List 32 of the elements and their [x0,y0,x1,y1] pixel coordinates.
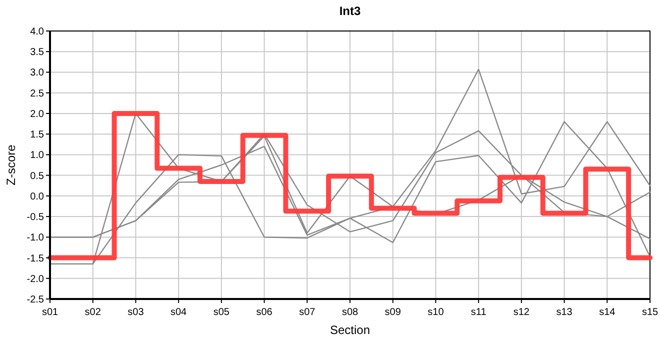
y-tick-label: -2.5 [26,294,44,306]
y-tick-label: 2.5 [30,88,44,100]
x-tick-label: s10 [428,307,444,318]
y-tick-label: 0.5 [30,170,44,182]
y-tick-label: 3.5 [30,47,44,58]
x-tick-label: s15 [642,307,658,318]
y-tick-label: -2.0 [26,274,44,285]
chart-title: Int3 [339,4,361,18]
x-tick-label: s11 [470,307,487,318]
y-tick-label: 4.0 [30,26,44,38]
y-tick-label: 3.0 [30,68,44,79]
y-tick-label: -1.5 [26,253,44,264]
y-axis-title: Z-score [4,144,18,186]
y-tick-label: 1.0 [30,150,44,162]
x-tick-label: s08 [342,307,358,318]
y-tick-label: 2.0 [30,108,44,120]
y-tick-label: 0.0 [30,191,44,202]
x-tick-label: s12 [513,307,530,318]
y-tick-label: 1.5 [30,130,44,141]
x-tick-label: s01 [42,307,58,318]
x-tick-label: s14 [599,307,616,318]
y-tick-label: -0.5 [26,212,44,224]
x-tick-label: s03 [128,307,144,318]
x-axis-title: Section [330,323,370,337]
x-tick-label: s04 [170,307,188,318]
y-tick-label: -1.0 [26,232,44,244]
x-tick-label: s07 [299,307,316,318]
x-tick-label: s05 [213,307,230,318]
x-tick-label: s09 [384,307,402,318]
x-tick-label: s13 [556,307,573,318]
x-tick-label: s02 [84,307,102,318]
x-tick-label: s06 [256,307,273,318]
